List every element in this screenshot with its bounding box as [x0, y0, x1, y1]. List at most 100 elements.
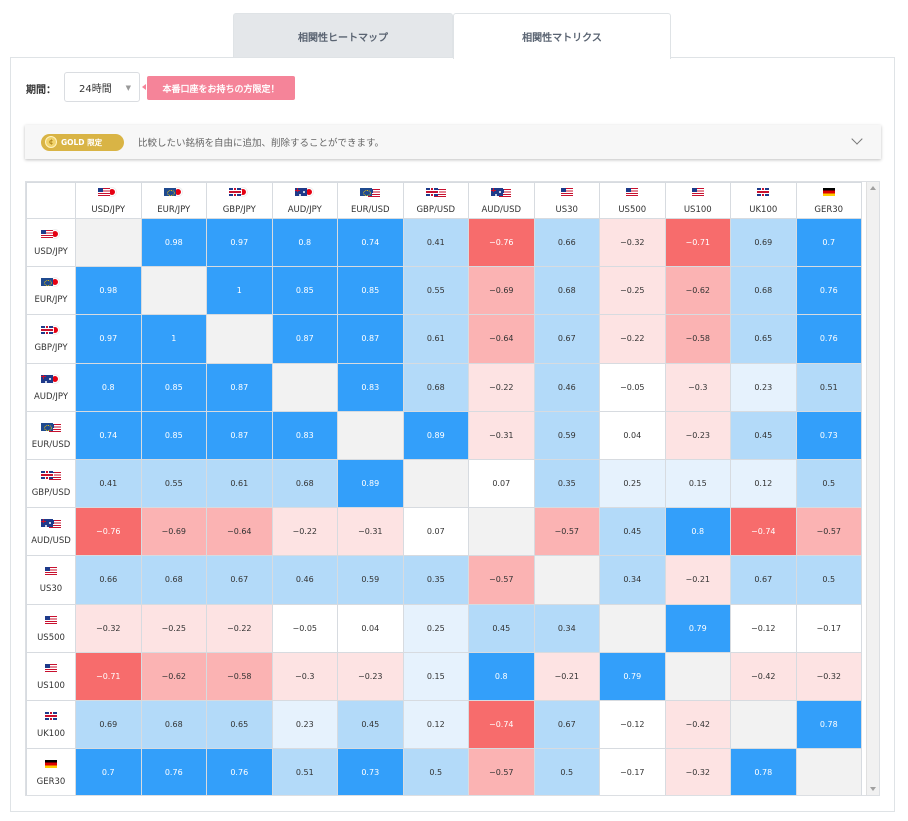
column-header: US100	[664, 182, 731, 219]
row-header-label: GBP/JPY	[34, 343, 68, 354]
matrix-cell: 1	[206, 266, 273, 316]
matrix-cell: 0.85	[140, 410, 207, 460]
matrix-cell: 0.51	[271, 748, 338, 795]
matrix-cell: −0.76	[468, 217, 535, 268]
matrix-cell: 0.8	[75, 362, 142, 412]
matrix-cell: 0.66	[533, 217, 600, 268]
table-row: EUR/USD 0.74 0.85 0.87 0.83 0.89 −0.31 0.59 0.04…	[26, 410, 862, 460]
matrix-cell: 0.55	[140, 458, 207, 509]
matrix-cell-diagonal	[468, 507, 535, 557]
matrix-cell: −0.71	[664, 217, 731, 268]
matrix-cell: −0.74	[730, 507, 797, 557]
vertical-scrollbar[interactable]	[866, 182, 879, 795]
row-header-label: UK100	[36, 728, 66, 739]
matrix-cell: −0.32	[75, 603, 142, 653]
tab-matrix[interactable]: 相関性マトリクス	[453, 13, 671, 59]
gold-feature-bar[interactable]: ¢ GOLD 限定 比較したい銘柄を自由に追加、削除することができます。	[25, 125, 881, 159]
matrix-cell: 0.85	[337, 266, 404, 316]
header-row: USD/JPY EUR/JPY GBP/JPY AUD/JPY EUR/USD GBP/U…	[26, 182, 862, 219]
flag-icon	[41, 519, 61, 529]
matrix-cell: −0.25	[140, 603, 207, 653]
matrix-cell-diagonal	[206, 314, 273, 364]
matrix-cell: 0.23	[730, 362, 797, 412]
scroll-down-arrow-icon[interactable]	[870, 787, 876, 791]
table-row: US100 −0.71 −0.62 −0.58 −0.3 −0.23 0.15 0.8 −0.2…	[26, 651, 862, 701]
matrix-cell: 0.12	[402, 699, 469, 750]
column-header: US30	[533, 182, 600, 219]
matrix-cell: 0.85	[140, 362, 207, 412]
matrix-cell: −0.22	[271, 507, 338, 557]
matrix-cell: −0.69	[140, 507, 207, 557]
matrix-cell: 0.87	[206, 410, 273, 460]
column-header: USD/JPY	[75, 182, 142, 219]
matrix-cell-diagonal	[402, 458, 469, 509]
row-header: US500	[26, 603, 76, 653]
matrix-cell: 0.65	[730, 314, 797, 364]
period-select[interactable]: 24時間 ▼	[64, 72, 140, 102]
matrix-cell: −0.62	[140, 651, 207, 701]
matrix-cell: −0.23	[664, 410, 731, 460]
matrix-cell: −0.22	[599, 314, 666, 364]
row-header-label: GBP/USD	[31, 488, 71, 499]
gold-badge-label: GOLD 限定	[61, 137, 103, 147]
matrix-cell: 0.73	[795, 410, 862, 460]
column-header: GBP/JPY	[206, 182, 273, 219]
matrix-cell: 0.34	[533, 603, 600, 653]
row-header: GBP/JPY	[26, 314, 76, 364]
column-header-label: UK100	[749, 205, 778, 215]
matrix-cell: 0.73	[337, 748, 404, 795]
column-header: EUR/USD	[337, 182, 404, 219]
row-header-label: USD/JPY	[34, 247, 68, 258]
matrix-cell: −0.25	[599, 266, 666, 316]
flag-icon	[41, 326, 61, 336]
matrix-cell: −0.57	[795, 507, 862, 557]
correlation-matrix: USD/JPY EUR/JPY GBP/JPY AUD/JPY EUR/USD GBP/U…	[25, 181, 880, 796]
tab-heatmap[interactable]: 相関性ヒートマップ	[233, 13, 453, 58]
scroll-up-arrow-icon[interactable]	[870, 186, 876, 190]
matrix-cell: 0.7	[75, 748, 142, 795]
matrix-cell: 0.87	[337, 314, 404, 364]
row-header: GBP/USD	[26, 458, 76, 509]
matrix-cell-diagonal	[75, 217, 142, 268]
flag-icon	[41, 422, 61, 433]
column-header-label: EUR/USD	[350, 205, 390, 215]
flag-icon	[41, 663, 61, 674]
column-header: AUD/USD	[468, 182, 535, 219]
flag-icon	[41, 615, 61, 626]
tab-bar: 相関性ヒートマップ 相関性マトリクス	[233, 13, 671, 59]
matrix-cell: −0.3	[664, 362, 731, 412]
matrix-cell: 0.5	[795, 555, 862, 605]
matrix-cell: −0.32	[795, 651, 862, 701]
matrix-cell: 0.89	[337, 458, 404, 509]
matrix-cell: 0.61	[402, 314, 469, 364]
correlation-table: USD/JPY EUR/JPY GBP/JPY AUD/JPY EUR/USD GBP/U…	[26, 182, 862, 795]
flag-icon	[425, 188, 446, 198]
column-header-label: AUD/JPY	[287, 205, 322, 215]
matrix-cell: −0.31	[468, 410, 535, 460]
matrix-cell: 0.76	[140, 748, 207, 795]
matrix-cell: 0.66	[75, 555, 142, 605]
flag-icon	[41, 760, 61, 770]
row-header-label: GER30	[36, 777, 66, 788]
matrix-cell-diagonal	[664, 651, 731, 701]
row-header: GER30	[26, 748, 76, 795]
row-header: UK100	[26, 699, 76, 750]
matrix-cell: 0.69	[75, 699, 142, 750]
matrix-cell: −0.17	[795, 603, 862, 653]
row-header: AUD/JPY	[26, 362, 76, 412]
matrix-cell: 0.04	[337, 603, 404, 653]
matrix-cell: −0.05	[599, 362, 666, 412]
row-header-label: US30	[39, 584, 63, 595]
matrix-cell: −0.22	[206, 603, 273, 653]
row-header: US100	[26, 651, 76, 701]
matrix-corner	[26, 182, 76, 219]
flag-icon	[41, 278, 61, 288]
matrix-cell: 0.76	[795, 266, 862, 316]
table-row: EUR/JPY 0.98 1 0.85 0.85 0.55 −0.69 0.68 −0.25 −0…	[26, 266, 862, 316]
matrix-cell: 0.68	[730, 266, 797, 316]
matrix-cell: −0.05	[271, 603, 338, 653]
matrix-cell: 0.45	[337, 699, 404, 750]
chevron-down-icon[interactable]	[851, 133, 863, 145]
period-select-value: 24時間	[79, 83, 112, 95]
table-row: US30 0.66 0.68 0.67 0.46 0.59 0.35 −0.57 0.34 −0.…	[26, 555, 862, 605]
